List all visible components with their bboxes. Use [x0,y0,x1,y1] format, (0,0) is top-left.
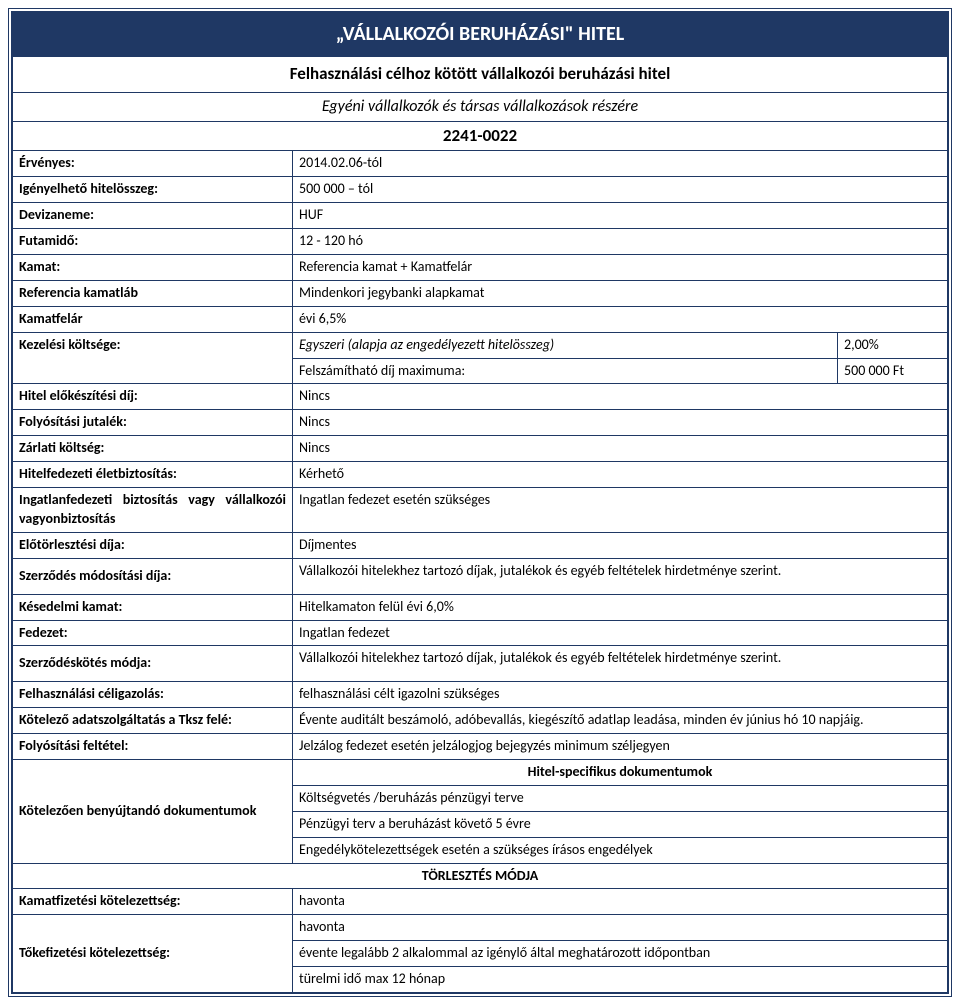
label-ingatlanbizt: Ingatlanfedezeti biztosítás vagy vállalk… [13,488,293,533]
value-elokeszites: Nincs [293,384,948,410]
value-adatszolg: Évente auditált beszámoló, adóbevallás, … [293,708,948,734]
label-kezelesi: Kezelési költsége: [13,332,293,384]
label-szerzkotes: Szerződéskötés módja: [13,646,293,682]
kezelesi-line1-value: 2,00% [838,332,948,358]
label-kamat: Kamat: [13,255,293,281]
main-title: „VÁLLALKOZÓI BERUHÁZÁSI" HITEL [13,13,948,57]
label-kesedelmi: Késedelmi kamat: [13,594,293,620]
value-fedezet: Ingatlan fedezet [293,620,948,646]
label-ervenyes: Érvényes: [13,151,293,177]
label-elotorlesztes: Előtörlesztési díja: [13,532,293,558]
value-elotorlesztes: Díjmentes [293,532,948,558]
value-eletbizt: Kérhető [293,462,948,488]
label-igenyelheto: Igényelhető hitelösszeg: [13,177,293,203]
value-kesedelmi: Hitelkamaton felül évi 6,0% [293,594,948,620]
value-zarlati: Nincs [293,436,948,462]
label-refkamat: Referencia kamatláb [13,280,293,306]
tokefiz-line1: havonta [293,915,948,941]
subtitle-1: Felhasználási célhoz kötött vállalkozói … [13,57,948,93]
label-folyfeltetel: Folyósítási feltétel: [13,734,293,760]
doc-item-1: Költségvetés /beruházás pénzügyi terve [293,785,948,811]
kezelesi-line1-label: Egyszeri (alapja az engedélyezett hitelö… [293,332,838,358]
label-szerzmod: Szerződés módosítási díja: [13,558,293,594]
torlesztes-header: TÖRLESZTÉS MÓDJA [13,863,948,889]
docs-header: Hitel-specifikus dokumentumok [293,759,948,785]
label-tokefiz: Tőkefizetési kötelezettség: [13,915,293,993]
label-adatszolg: Kötelező adatszolgáltatás a Tksz felé: [13,708,293,734]
tokefiz-line2: évente legalább 2 alkalommal az igénylő … [293,941,948,967]
value-futamido: 12 - 120 hó [293,229,948,255]
value-ervenyes: 2014.02.06-tól [293,151,948,177]
label-devizanem: Devizaneme: [13,203,293,229]
kezelesi-line2-value: 500 000 Ft [838,358,948,384]
label-folyositasi: Folyósítási jutalék: [13,410,293,436]
value-folyositasi: Nincs [293,410,948,436]
value-igenyelheto: 500 000 – tól [293,177,948,203]
label-fedezet: Fedezet: [13,620,293,646]
tokefiz-line3: türelmi idő max 12 hónap [293,967,948,993]
value-celigazolas: felhasználási célt igazolni szükséges [293,682,948,708]
label-futamido: Futamidő: [13,229,293,255]
label-elokeszites: Hitel előkészítési díj: [13,384,293,410]
value-kamatfiz: havonta [293,889,948,915]
label-celigazolas: Felhasználási céligazolás: [13,682,293,708]
value-devizanem: HUF [293,203,948,229]
doc-item-2: Pénzügyi terv a beruházást követő 5 évre [293,811,948,837]
value-refkamat: Mindenkori jegybanki alapkamat [293,280,948,306]
value-folyfeltetel: Jelzálog fedezet esetén jelzálogjog beje… [293,734,948,760]
label-kamatfiz: Kamatfizetési kötelezettség: [13,889,293,915]
doc-item-3: Engedélykötelezettségek esetén a szükség… [293,837,948,863]
document-frame: „VÁLLALKOZÓI BERUHÁZÁSI" HITEL Felhaszná… [8,8,952,997]
kezelesi-line2-label: Felszámítható díj maximuma: [293,358,838,384]
label-kamatfelar: Kamatfelár [13,306,293,332]
label-eletbizt: Hitelfedezeti életbiztosítás: [13,462,293,488]
value-kamatfelar: évi 6,5% [293,306,948,332]
value-kamat: Referencia kamat + Kamatfelár [293,255,948,281]
value-szerzkotes: Vállalkozói hitelekhez tartozó díjak, ju… [293,646,948,682]
label-zarlati: Zárlati költség: [13,436,293,462]
value-szerzmod: Vállalkozói hitelekhez tartozó díjak, ju… [293,558,948,594]
value-ingatlanbizt: Ingatlan fedezet esetén szükséges [293,488,948,533]
label-docs: Kötelezően benyújtandó dokumentumok [13,759,293,863]
product-code: 2241-0022 [13,121,948,151]
subtitle-2: Egyéni vállalkozók és társas vállalkozás… [13,92,948,121]
loan-table: „VÁLLALKOZÓI BERUHÁZÁSI" HITEL Felhaszná… [12,12,948,993]
